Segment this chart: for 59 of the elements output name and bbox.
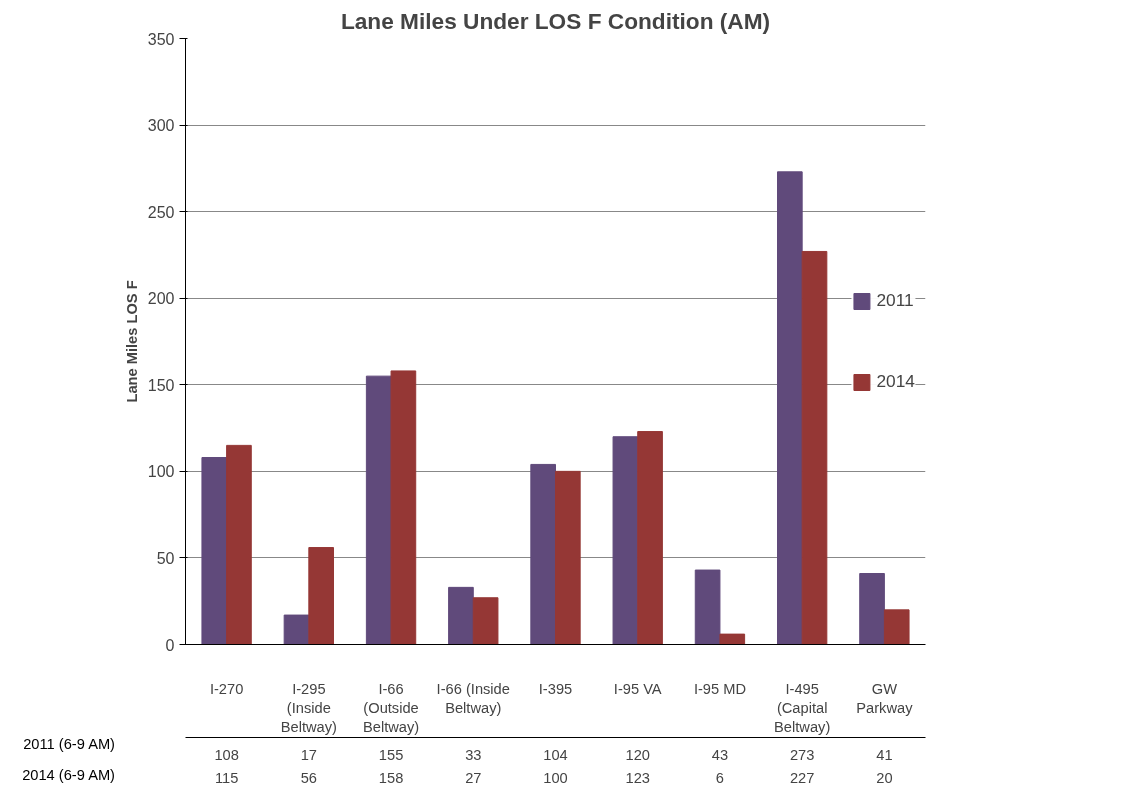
data-label: 108 <box>214 746 239 763</box>
bar <box>555 470 581 645</box>
x-tick-label: I-66 (Inside Beltway) <box>436 680 510 716</box>
y-tick-label: 300 <box>147 117 175 135</box>
data-label: 123 <box>625 769 650 786</box>
chart-title: Lane Miles Under LOS F Condition (AM) <box>340 7 771 34</box>
data-label: 155 <box>378 746 404 763</box>
data-label: 56 <box>300 769 317 786</box>
y-tick-label: 200 <box>147 290 175 308</box>
y-tick-label: 0 <box>165 636 175 654</box>
bar <box>308 547 334 645</box>
bar <box>283 614 310 645</box>
data-label: 120 <box>625 746 650 763</box>
data-label: 6 <box>715 769 725 786</box>
x-tick-label: I-395 <box>538 680 573 697</box>
bar <box>612 436 639 645</box>
data-label: 27 <box>465 769 482 786</box>
bar <box>226 444 252 645</box>
data-label: 227 <box>789 769 815 786</box>
bar <box>530 463 556 645</box>
data-label: 158 <box>378 769 404 786</box>
bar <box>694 569 721 645</box>
x-tick-label: I-95 MD <box>693 680 747 697</box>
x-tick-label: GW Parkway <box>856 680 914 716</box>
bar <box>637 431 663 645</box>
x-tick-label: I-270 <box>209 680 244 697</box>
bar <box>801 250 828 645</box>
data-label: 20 <box>876 769 893 786</box>
data-label: 17 <box>300 746 317 763</box>
x-tick-label: I-295 (Inside Beltway) <box>280 680 337 735</box>
text: 2014 (6-9 AM) <box>22 766 115 785</box>
y-tick-label: 150 <box>147 376 175 394</box>
bar <box>719 633 746 645</box>
legend-label: 2011 <box>876 290 914 311</box>
data-label: 104 <box>543 746 568 763</box>
bar <box>201 457 228 645</box>
bar <box>448 586 474 645</box>
bar <box>859 573 885 645</box>
bar <box>472 597 499 645</box>
x-tick-label: I-66 (Outside Beltway) <box>362 680 420 735</box>
data-label: 115 <box>214 769 239 786</box>
bar <box>365 375 392 645</box>
y-tick-label: 250 <box>147 203 175 221</box>
bar <box>777 171 803 645</box>
data-label: 41 <box>876 746 893 763</box>
legend-label: 2014 <box>876 371 915 392</box>
data-label: 43 <box>711 746 729 763</box>
y-tick-label: 350 <box>147 30 175 48</box>
y-tick-label: 100 <box>147 463 175 481</box>
y-axis-title: Lane Miles LOS F <box>123 280 140 403</box>
data-label: 33 <box>465 746 482 763</box>
text: 2011 (6-9 AM) <box>23 735 115 754</box>
x-tick-label: I-495 (Capital Beltway) <box>774 680 831 735</box>
bar <box>390 370 417 645</box>
data-label: 273 <box>789 746 815 763</box>
bar <box>883 609 910 645</box>
data-label: 100 <box>543 769 568 786</box>
x-tick-label: I-95 VA <box>613 680 662 697</box>
y-tick-label: 50 <box>156 549 175 567</box>
